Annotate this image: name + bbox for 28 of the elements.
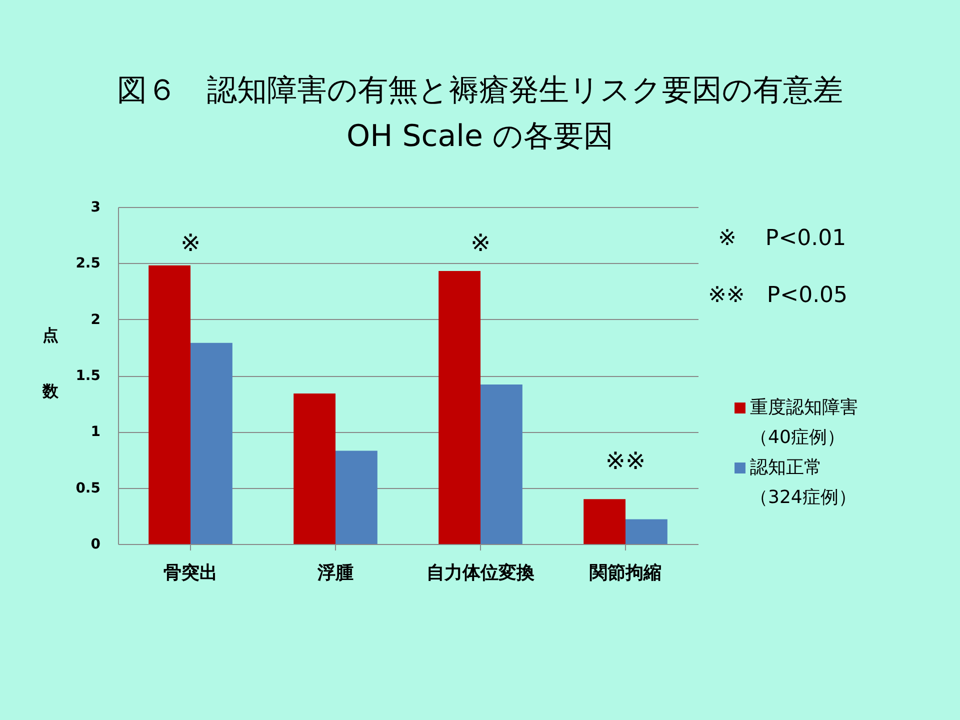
legend-label: 認知正常（324症例） (750, 457, 856, 508)
text: ※※ P<0.05 (708, 283, 848, 308)
chart-title: 図６ 認知障害の有無と褥瘡発生リスク要因の有意差 OH Scale の各要因 (117, 73, 843, 154)
bar (438, 271, 480, 544)
y-tick-label: 0.5 (76, 480, 100, 496)
x-tick-label: 骨突出 (164, 562, 218, 584)
x-tick-label: 浮腫 (316, 562, 354, 584)
bar (190, 342, 232, 544)
y-tick-label: 1 (90, 424, 100, 440)
text: 点数 (42, 326, 58, 400)
text: ※ P<0.01 (718, 226, 846, 251)
y-tick-label: 3 (90, 200, 100, 216)
bar (294, 393, 336, 544)
y-tick-label: 2 (90, 312, 100, 328)
x-tick-label: 自力体位変換 (426, 562, 536, 584)
bar (584, 499, 626, 544)
bar (148, 265, 190, 544)
y-tick-label: 0 (90, 536, 101, 552)
x-tick-label: 関節拘縮 (590, 562, 662, 584)
annotation: ※※ (605, 447, 646, 475)
bar (480, 384, 522, 544)
y-tick-label: 2.5 (76, 256, 100, 272)
annotation: ※ (470, 229, 491, 257)
y-tick-label: 1.5 (76, 368, 100, 384)
bar (626, 519, 668, 544)
legend-label: 重度認知障害（40症例） (750, 397, 858, 448)
bar (336, 450, 378, 544)
annotation: ※ (180, 229, 201, 257)
